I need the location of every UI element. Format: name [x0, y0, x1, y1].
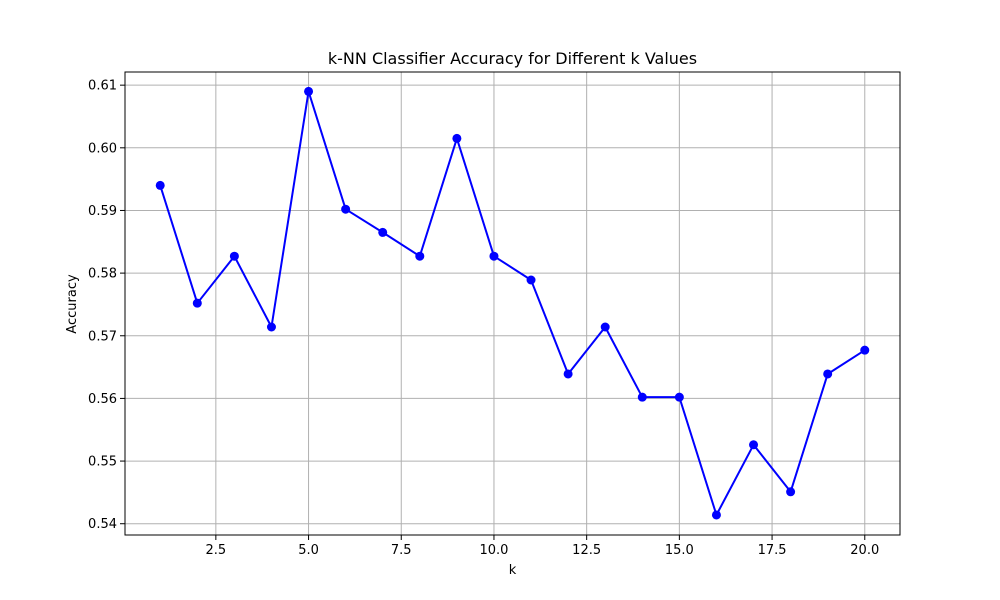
y-axis-label: Accuracy: [65, 274, 80, 334]
data-point: [452, 133, 462, 143]
x-tick-label: 10.0: [479, 543, 508, 558]
ticks: 2.5 5.0 7.5 10.0 12.5 15.0 17.5 20.0 0.54 0.55 0.5…: [88, 79, 879, 558]
y-tick-label: 0.57: [88, 329, 117, 344]
data-point: [786, 487, 796, 497]
y-tick-label: 0.55: [88, 455, 117, 470]
y-tick-label: 0.54: [88, 517, 117, 532]
x-tick-label: 15.0: [665, 543, 694, 558]
data-point: [415, 251, 425, 261]
y-tick-label: 0.58: [88, 267, 117, 282]
x-tick-label: 12.5: [572, 543, 601, 558]
data-point: [563, 369, 573, 379]
x-axis-label: k: [509, 563, 517, 578]
data-point: [192, 298, 202, 308]
y-tick-label: 0.59: [88, 204, 117, 219]
data-point: [711, 510, 721, 520]
grid: [125, 72, 900, 535]
chart-title: k-NN Classifier Accuracy for Different k…: [328, 49, 697, 68]
x-tick-label: 2.5: [206, 543, 227, 558]
data-point: [749, 440, 759, 450]
data-point: [823, 369, 833, 379]
y-tick-label: 0.56: [88, 392, 117, 407]
y-tick-label: 0.61: [88, 79, 117, 94]
x-tick-label: 5.0: [298, 543, 319, 558]
data-point: [229, 251, 239, 261]
data-point: [266, 322, 276, 332]
data-point: [341, 204, 351, 214]
data-point: [860, 345, 870, 355]
data-point: [378, 227, 388, 237]
y-tick-label: 0.60: [88, 141, 117, 156]
series: [155, 86, 870, 520]
x-tick-label: 20.0: [850, 543, 879, 558]
data-point: [155, 180, 165, 190]
data-point: [304, 86, 314, 96]
data-point: [526, 275, 536, 285]
x-tick-label: 17.5: [758, 543, 787, 558]
data-point: [674, 392, 684, 402]
data-point: [600, 322, 610, 332]
data-point: [637, 392, 647, 402]
data-point: [489, 251, 499, 261]
plot-frame: [124, 71, 901, 536]
x-tick-label: 7.5: [391, 543, 412, 558]
series-line: [159, 90, 866, 516]
